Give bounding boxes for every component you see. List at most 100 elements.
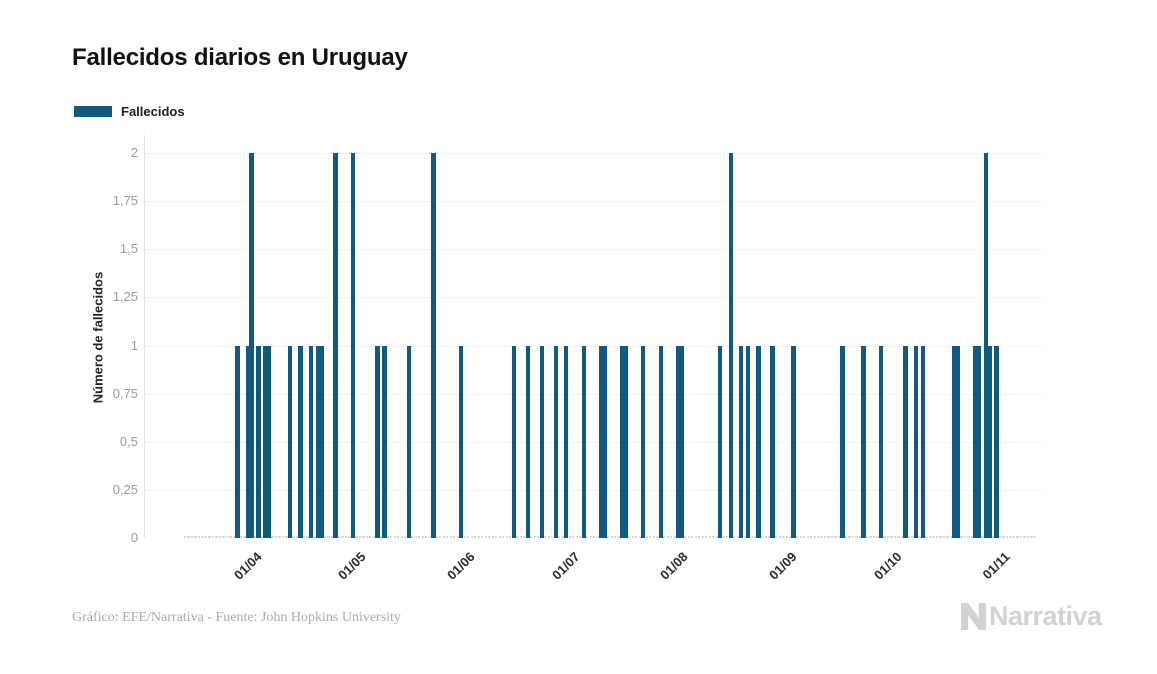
zero-value-tick <box>785 536 788 538</box>
zero-value-tick <box>796 536 799 538</box>
zero-value-tick <box>400 536 403 538</box>
y-tick-label: 0,75 <box>112 385 138 401</box>
zero-value-tick <box>939 536 942 538</box>
zero-value-tick <box>274 536 278 538</box>
y-tick-label: 1,25 <box>112 289 138 305</box>
y-tick-label: 1,75 <box>112 193 138 209</box>
zero-value-tick <box>362 536 365 538</box>
zero-value-tick <box>418 536 421 538</box>
zero-value-tick <box>593 536 596 538</box>
bar <box>623 345 628 538</box>
bar <box>791 345 796 538</box>
zero-value-tick <box>761 536 764 538</box>
bar <box>511 345 516 538</box>
zero-value-tick <box>960 536 963 538</box>
zero-value-tick <box>844 536 848 538</box>
zero-value-tick <box>925 536 928 538</box>
zero-value-tick <box>348 536 351 538</box>
zero-value-tick <box>827 536 830 538</box>
zero-value-tick <box>544 536 547 538</box>
zero-value-tick <box>883 536 886 538</box>
bar <box>658 345 663 538</box>
zero-value-tick <box>558 536 561 538</box>
gridline <box>144 393 1041 395</box>
zero-value-tick <box>935 536 939 538</box>
zero-value-tick <box>970 536 974 538</box>
zero-value-tick <box>474 536 477 538</box>
zero-value-tick <box>638 536 641 538</box>
zero-value-tick <box>190 536 194 538</box>
zero-value-tick <box>1033 536 1037 538</box>
zero-value-tick <box>428 536 431 538</box>
zero-value-tick <box>890 536 893 538</box>
zero-value-tick <box>519 536 522 538</box>
zero-value-tick <box>750 536 753 538</box>
zero-value-tick <box>768 536 771 538</box>
bar <box>266 345 272 538</box>
zero-value-tick <box>411 536 414 538</box>
zero-value-tick <box>456 536 459 538</box>
bar <box>973 345 978 538</box>
gridline <box>144 345 1041 347</box>
zero-value-tick <box>834 536 837 538</box>
zero-value-tick <box>481 536 484 538</box>
zero-value-tick <box>393 536 396 538</box>
bar <box>308 345 314 538</box>
bar <box>878 345 884 538</box>
zero-value-tick <box>803 536 806 538</box>
zero-value-tick <box>830 536 834 538</box>
chart-title: Fallecidos diarios en Uruguay <box>72 44 408 71</box>
zero-value-tick <box>617 536 620 538</box>
gridline <box>144 153 1041 154</box>
zero-value-tick <box>337 536 341 538</box>
zero-value-tick <box>561 536 564 538</box>
zero-value-tick <box>652 536 655 538</box>
bar <box>581 345 586 538</box>
gridline <box>144 441 1041 443</box>
zero-value-tick <box>505 536 508 538</box>
zero-value-tick <box>509 536 512 538</box>
bar <box>620 345 625 538</box>
zero-value-tick <box>998 536 1002 538</box>
bar <box>287 345 293 538</box>
zero-value-tick <box>232 536 236 538</box>
zero-value-tick <box>823 536 827 538</box>
bar <box>249 153 254 538</box>
zero-value-tick <box>1030 536 1033 538</box>
zero-value-tick <box>869 536 872 538</box>
zero-value-tick <box>1019 536 1023 538</box>
zero-value-tick <box>712 536 715 538</box>
y-tick-label: 0 <box>130 530 138 545</box>
zero-value-tick <box>435 536 438 538</box>
legend-item-fallecidos[interactable]: Fallecidos <box>74 104 185 119</box>
zero-value-tick <box>530 536 533 538</box>
zero-value-tick <box>698 536 701 538</box>
zero-value-tick <box>635 536 638 538</box>
zero-value-tick <box>684 536 687 538</box>
zero-value-tick <box>705 536 708 538</box>
zero-value-tick <box>687 536 690 538</box>
bar <box>955 345 961 538</box>
zero-value-tick <box>1012 536 1016 538</box>
x-tick-label: 01/07 <box>548 549 583 583</box>
zero-value-tick <box>806 536 809 538</box>
zero-value-tick <box>341 536 344 538</box>
bar <box>679 345 684 538</box>
bar <box>718 345 723 538</box>
bar <box>676 345 681 538</box>
bar <box>739 345 744 538</box>
zero-value-tick <box>229 536 232 538</box>
zero-value-tick <box>589 536 592 538</box>
zero-value-tick <box>253 536 257 538</box>
zero-value-tick <box>1009 536 1012 538</box>
x-tick-label: 01/09 <box>765 549 800 583</box>
zero-value-tick <box>211 536 215 538</box>
zero-value-tick <box>949 536 953 538</box>
zero-value-tick <box>306 536 309 538</box>
zero-value-tick <box>295 536 299 538</box>
zero-value-tick <box>848 536 851 538</box>
bar <box>431 153 436 538</box>
y-axis-line <box>144 135 145 538</box>
zero-value-tick <box>372 536 375 538</box>
